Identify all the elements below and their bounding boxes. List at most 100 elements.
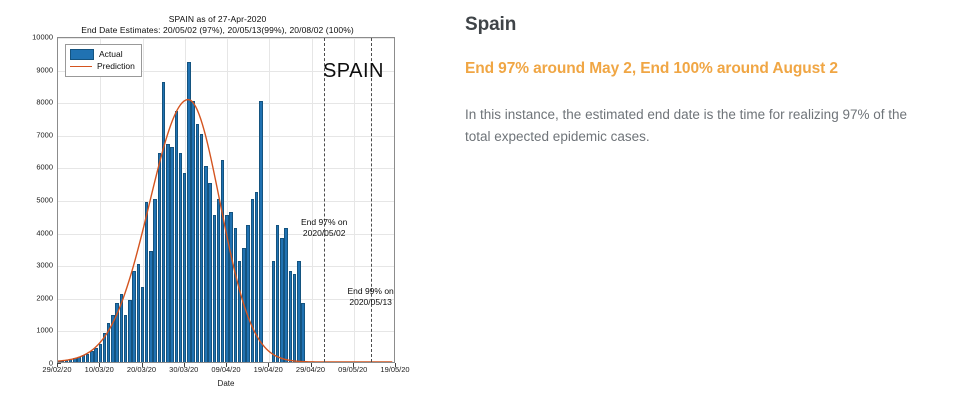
bar (132, 270, 136, 362)
chart-subtitle: End Date Estimates: 20/05/02 (97%), 20/0… (81, 25, 354, 36)
bar (85, 353, 90, 362)
bar (254, 192, 259, 362)
chart-title: SPAIN as of 27-Apr-2020 (168, 14, 267, 24)
gridline-vertical (353, 38, 355, 362)
bar (225, 215, 229, 362)
legend-label-prediction: Prediction (97, 61, 135, 72)
bar (123, 314, 128, 362)
y-axis-tick-label: 1000 (36, 325, 53, 335)
end-97-marker-label: End 97% on 2020/05/02 (282, 217, 366, 239)
bar (157, 153, 162, 362)
bar (259, 101, 263, 362)
bar-series-actual (58, 38, 394, 362)
y-axis-tick-label: 8000 (36, 97, 53, 107)
bar (301, 303, 305, 362)
x-axis-tick-label: 09/05/20 (338, 365, 368, 374)
x-axis-tick-label: 10/03/20 (84, 365, 114, 374)
panel-body-text: In this instance, the estimated end date… (465, 107, 907, 144)
gridline-vertical (227, 38, 228, 362)
x-axis-tickmark (352, 363, 354, 367)
bar (288, 270, 293, 362)
bar (111, 314, 115, 362)
gridline-horizontal (58, 38, 394, 39)
annotation-line-2: 2020/05/02 (302, 228, 346, 239)
bar (233, 228, 238, 362)
bar (229, 212, 233, 362)
bar (115, 303, 119, 362)
gridline-horizontal (58, 70, 394, 72)
y-axis-tick-label: 9000 (36, 65, 53, 75)
bar (204, 166, 208, 362)
y-axis-tick-label: 6000 (36, 162, 53, 172)
gridline-horizontal (58, 201, 394, 202)
bar (250, 199, 255, 362)
bar (153, 199, 157, 362)
annotation-line-2: 2020/05/13 (349, 296, 392, 307)
x-axis-tickmark (268, 363, 270, 367)
y-axis-tick-label: 5000 (36, 195, 53, 205)
bar (144, 202, 149, 362)
bar (178, 153, 183, 362)
bar (292, 273, 297, 362)
y-axis-tick-label: 7000 (36, 130, 53, 140)
x-axis-tickmark (57, 363, 58, 367)
legend-line-swatch-icon (70, 65, 92, 67)
bar (237, 260, 242, 362)
legend-item-prediction: Prediction (70, 60, 135, 72)
annotation-line-1: End 99% on (347, 285, 394, 296)
y-axis-tick-label: 3000 (36, 260, 53, 270)
gridline-vertical (269, 38, 271, 362)
bar (136, 264, 140, 362)
bar (284, 228, 288, 362)
x-axis-tickmark (141, 363, 143, 367)
bar (170, 146, 174, 362)
y-axis-tick-label: 0 (48, 358, 53, 368)
bar (212, 215, 217, 362)
gridline-horizontal (58, 135, 394, 137)
bar (199, 133, 204, 362)
annotation-line-1: End 97% on (301, 217, 348, 228)
bar (280, 238, 284, 362)
end-97-marker (324, 38, 326, 362)
bar (297, 260, 301, 362)
bar (271, 260, 276, 362)
gridline-horizontal (58, 168, 394, 170)
bar (140, 287, 145, 362)
end-99-marker (370, 38, 372, 362)
bar (216, 199, 221, 362)
x-axis-tick-label: 29/04/20 (295, 365, 326, 374)
x-axis-tickmark (395, 363, 396, 367)
bar (161, 81, 166, 362)
x-axis-tick-label: 19/05/20 (380, 365, 410, 374)
bar (149, 251, 153, 362)
x-axis-tickmark (310, 363, 312, 367)
bar (94, 347, 98, 362)
bar (208, 182, 212, 362)
chart-legend: Actual Prediction (65, 44, 142, 77)
x-axis-tick-label: 19/04/20 (253, 365, 283, 374)
gridline-horizontal (58, 103, 394, 105)
bar (195, 124, 200, 362)
bar (275, 225, 280, 362)
y-axis-tickmark (57, 363, 61, 364)
y-axis-ticks: 0 1000 2000 3000 4000 5000 6000 7000 8000 9000 100… (10, 33, 53, 368)
chart-figure: SPAIN as of 27-Apr-2020 End Date Estimat… (0, 0, 430, 406)
bar (119, 293, 124, 362)
bar (166, 143, 170, 362)
info-panel: Spain End 97% around May 2, End 100% aro… (430, 0, 956, 406)
gridline-vertical (142, 38, 144, 362)
prediction-curve (58, 98, 393, 362)
x-axis-tickmark (183, 363, 185, 367)
bar (90, 350, 94, 362)
gridline-vertical (311, 38, 313, 362)
end-99-marker-label: End 99% on 2020/05/13 (329, 285, 394, 308)
y-axis-tick-label: 4000 (36, 228, 53, 238)
gridline-vertical (100, 38, 102, 362)
bar (106, 322, 111, 362)
x-axis-ticks: 29/02/20 10/03/20 20/03/20 30/03/20 09/04/20… (42, 365, 409, 379)
bar (187, 62, 191, 362)
panel-heading: Spain (465, 14, 517, 35)
bar (183, 172, 187, 362)
legend-label-actual: Actual (99, 49, 123, 59)
